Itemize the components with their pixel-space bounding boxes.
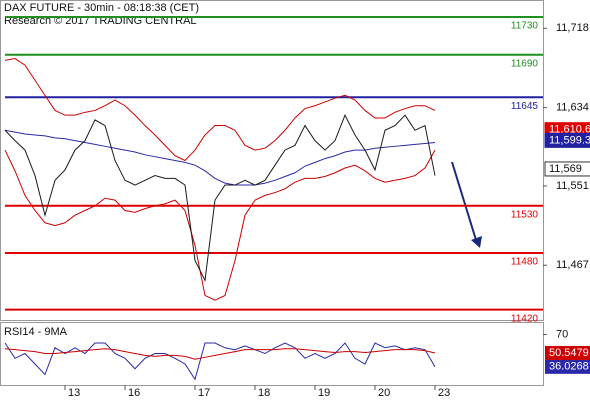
value-tag [545, 345, 590, 360]
x-tick-label: 16 [128, 387, 140, 399]
main-panel [0, 0, 544, 321]
level-label: 11645 [511, 101, 539, 112]
y-tick-label: 11,551 [556, 180, 589, 192]
series-line [4, 57, 436, 162]
forecast-arrowhead [471, 236, 482, 248]
series-line [4, 113, 436, 283]
series-line [4, 342, 436, 381]
x-tick-label: 13 [68, 387, 80, 399]
price-tag [544, 132, 590, 148]
series-line [4, 149, 436, 301]
price-tag-label: 11,599.3 [549, 134, 590, 146]
y-tick-label: 11,718 [556, 22, 589, 34]
rsi-title: RSI14 - 9MA [4, 326, 68, 338]
level-label: 11480 [511, 257, 539, 268]
x-tick-label: 17 [198, 387, 210, 399]
chart-title: DAX FUTURE - 30min - 08:18:38 (CET) [4, 2, 199, 14]
y-tick-label: 11,634 [556, 102, 589, 114]
value-tag-label: 36.0268 [549, 361, 589, 373]
level-label: 11420 [511, 313, 539, 324]
x-tick-label: 19 [318, 387, 330, 399]
value-tag [545, 359, 590, 374]
level-label: 11530 [511, 209, 539, 220]
x-tick-label: 23 [438, 387, 450, 399]
series-line [4, 348, 436, 360]
level-label: 11730 [511, 21, 539, 32]
series-line [4, 129, 436, 186]
price-tag-label: 11,569 [549, 163, 582, 175]
y-tick-label: 70 [556, 328, 568, 340]
price-tag [544, 161, 590, 177]
forecast-arrow [451, 161, 477, 241]
level-label: 11690 [511, 58, 539, 69]
value-tag-label: 50.5479 [549, 347, 589, 359]
y-tick-label: 11,467 [556, 259, 589, 271]
rsi-panel [0, 322, 544, 386]
price-tag-label: 11,610.6 [549, 124, 590, 136]
x-tick-label: 20 [378, 387, 390, 399]
x-tick-label: 18 [258, 387, 270, 399]
